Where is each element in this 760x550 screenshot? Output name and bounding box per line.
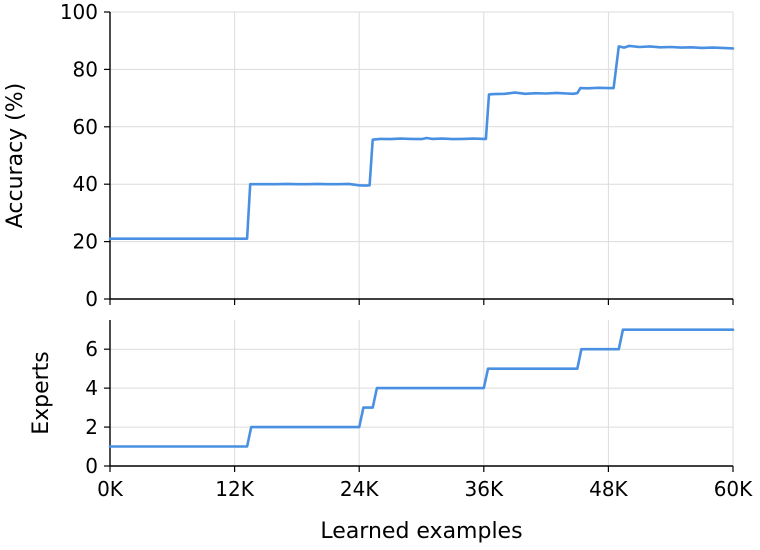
x-tick-label: 0K — [97, 477, 124, 501]
y-tick-label: 60 — [73, 115, 98, 139]
y-tick-label: 20 — [73, 230, 98, 254]
y-tick-label: 80 — [73, 57, 98, 81]
y-tick-label: 0 — [85, 287, 98, 311]
x-axis-label: Learned examples — [320, 519, 522, 544]
y-axis-label: Experts — [29, 351, 54, 435]
x-tick-label: 48K — [589, 477, 628, 501]
y-tick-label: 6 — [85, 337, 98, 361]
x-tick-label: 36K — [465, 477, 504, 501]
y-tick-label: 4 — [85, 376, 98, 400]
y-tick-label: 40 — [73, 172, 98, 196]
x-tick-label: 60K — [714, 477, 753, 501]
experts-series-line — [108, 328, 735, 448]
y-axis-label: Accuracy (%) — [3, 83, 28, 229]
x-tick-label: 24K — [340, 477, 379, 501]
y-tick-label: 2 — [85, 415, 98, 439]
y-tick-label: 0 — [85, 454, 98, 478]
accuracy-series-line — [108, 44, 735, 240]
x-tick-label: 12K — [215, 477, 254, 501]
accuracy-panel: 0 20 40 60 80 100 Accuracy (%) — [3, 0, 735, 311]
y-tick-label: 100 — [60, 0, 98, 24]
